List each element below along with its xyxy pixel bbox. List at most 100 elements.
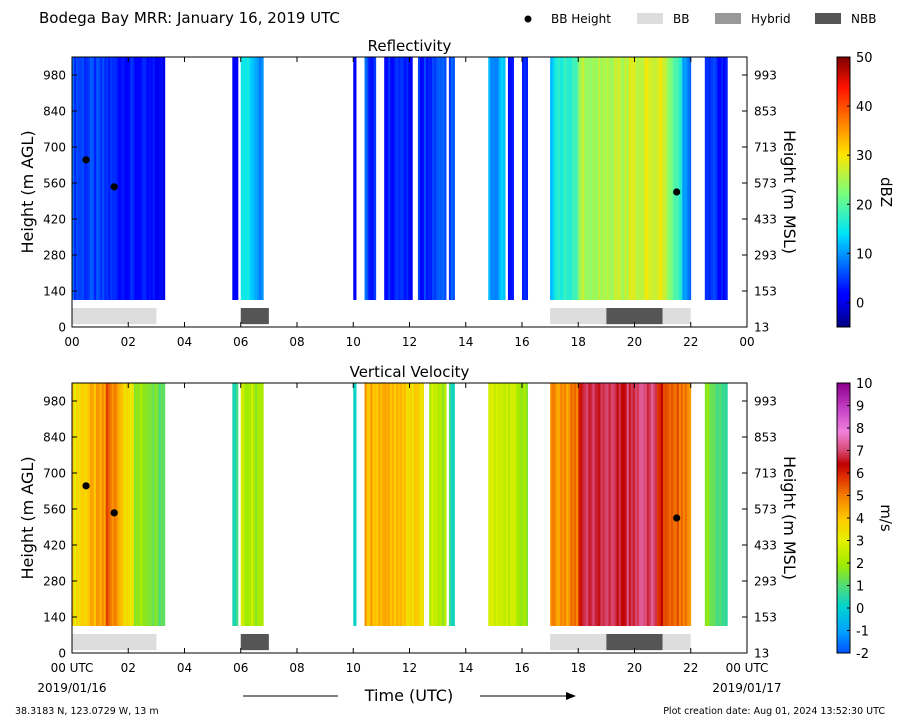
reflectivity-colorbar-tick-label: 50 [856, 51, 873, 66]
vertical-velocity-colorbar-step [837, 493, 850, 497]
reflectivity-colorbar-step [837, 123, 850, 127]
vertical-velocity-colorbar-tick-label: 3 [856, 535, 864, 550]
reflectivity-ytick-label-left: 420 [43, 213, 66, 227]
reflectivity-bb-type-bar-bb [662, 308, 691, 325]
vertical-velocity-strip [582, 383, 585, 626]
reflectivity-colorbar-step [837, 57, 850, 60]
reflectivity-strip [584, 57, 587, 300]
reflectivity-colorbar-step [837, 258, 850, 262]
reflectivity-ytick-label-left: 280 [43, 249, 66, 263]
vertical-velocity-strip [519, 383, 523, 626]
vertical-velocity-bb-type-bar-nbb [606, 634, 663, 651]
reflectivity-colorbar-step [837, 64, 850, 68]
vertical-velocity-colorbar-step [837, 643, 850, 647]
reflectivity-colorbar-tick-label: 30 [856, 149, 873, 164]
reflectivity-strip [652, 57, 655, 300]
vertical-velocity-strip [498, 383, 501, 626]
reflectivity-strip [666, 57, 669, 300]
reflectivity-strip [373, 57, 377, 300]
reflectivity-strip [564, 57, 567, 300]
reflectivity-colorbar-step [837, 145, 850, 149]
reflectivity-colorbar-frame [836, 56, 851, 328]
reflectivity-strip [650, 57, 653, 300]
reflectivity-colorbar-step [837, 248, 850, 252]
vertical-velocity-strip [646, 383, 650, 626]
reflectivity-strip [76, 57, 79, 300]
vertical-velocity-strip [636, 383, 640, 626]
reflectivity-colorbar-step [837, 118, 850, 122]
reflectivity-colorbar-step [837, 115, 850, 119]
vertical-velocity-strip [158, 383, 162, 626]
vertical-velocity-colorbar-step [837, 621, 850, 625]
vertical-velocity-colorbar-step [837, 456, 850, 460]
vertical-velocity-colorbar-step [837, 427, 850, 431]
reflectivity-colorbar-step [837, 214, 850, 218]
reflectivity-colorbar-step [837, 93, 850, 97]
vertical-velocity-strip [242, 383, 246, 626]
vertical-velocity-strip [616, 383, 620, 626]
reflectivity-colorbar-step [837, 287, 850, 291]
reflectivity-strip [566, 57, 569, 300]
reflectivity-strip [686, 57, 690, 300]
reflectivity-colorbar-step [837, 304, 850, 308]
vertical-velocity-colorbar-step [837, 520, 850, 524]
vertical-velocity-strip [608, 383, 611, 626]
reflectivity-strip [634, 57, 637, 300]
reflectivity-strip [618, 57, 621, 300]
reflectivity-colorbar-step [837, 140, 850, 144]
vertical-velocity-strip [660, 383, 664, 626]
vertical-velocity-strip [492, 383, 495, 626]
legend-swatch-hybrid [715, 13, 741, 24]
vertical-velocity-strip [658, 383, 662, 626]
reflectivity-strip [259, 57, 262, 300]
reflectivity-strip [626, 57, 629, 300]
vertical-velocity-bb-height-point [673, 514, 681, 522]
vertical-velocity-colorbar-step [837, 574, 850, 578]
vertical-velocity-strip [162, 383, 166, 626]
vertical-velocity-colorbar-step [837, 400, 850, 404]
vertical-velocity-strip [101, 383, 105, 626]
reflectivity-strip [368, 57, 371, 300]
vertical-velocity-colorbar-step [837, 545, 850, 548]
vertical-velocity-ytick-label-left: 140 [43, 611, 66, 625]
reflectivity-colorbar-step [837, 221, 850, 225]
reflectivity-colorbar-step [837, 246, 850, 249]
reflectivity-strip [106, 57, 109, 300]
reflectivity-strip [500, 57, 504, 300]
reflectivity-strip [576, 57, 579, 300]
reflectivity-colorbar-step [837, 106, 850, 110]
reflectivity-strip [674, 57, 677, 300]
reflectivity-ytick-label-left: 0 [58, 321, 66, 335]
vertical-velocity-colorbar-step [837, 599, 850, 602]
vertical-velocity-colorbar-step [837, 518, 850, 521]
reflectivity-strip [404, 57, 407, 300]
vertical-velocity-strip [148, 383, 151, 626]
reflectivity-colorbar-step [837, 120, 850, 124]
vertical-velocity-strip [644, 383, 648, 626]
vertical-velocity-strip [586, 383, 589, 626]
vertical-velocity-strip [384, 383, 387, 626]
reflectivity-strip [606, 57, 609, 300]
vertical-velocity-strip [584, 383, 587, 626]
vertical-velocity-colorbar-step [837, 623, 850, 627]
reflectivity-colorbar-step [837, 172, 850, 176]
vertical-velocity-strip [250, 383, 254, 626]
reflectivity-strip [644, 57, 647, 300]
reflectivity-strip [392, 57, 395, 300]
vertical-velocity-strip [152, 383, 155, 626]
reflectivity-strip [162, 57, 166, 300]
figure-title: Bodega Bay MRR: January 16, 2019 UTC [39, 9, 340, 27]
reflectivity-strip [419, 57, 423, 300]
vertical-velocity-strip [719, 383, 722, 626]
reflectivity-strip [496, 57, 500, 300]
vertical-velocity-strip [111, 383, 115, 626]
vertical-velocity-colorbar-step [837, 486, 850, 490]
reflectivity-strip [386, 57, 389, 300]
reflectivity-strip [642, 57, 645, 300]
vertical-velocity-strip [640, 383, 644, 626]
vertical-velocity-strip [624, 383, 628, 626]
vertical-velocity-ytick-label-left: 840 [43, 431, 66, 445]
vertical-velocity-colorbar-step [837, 522, 850, 526]
vertical-velocity-strip [85, 383, 89, 626]
